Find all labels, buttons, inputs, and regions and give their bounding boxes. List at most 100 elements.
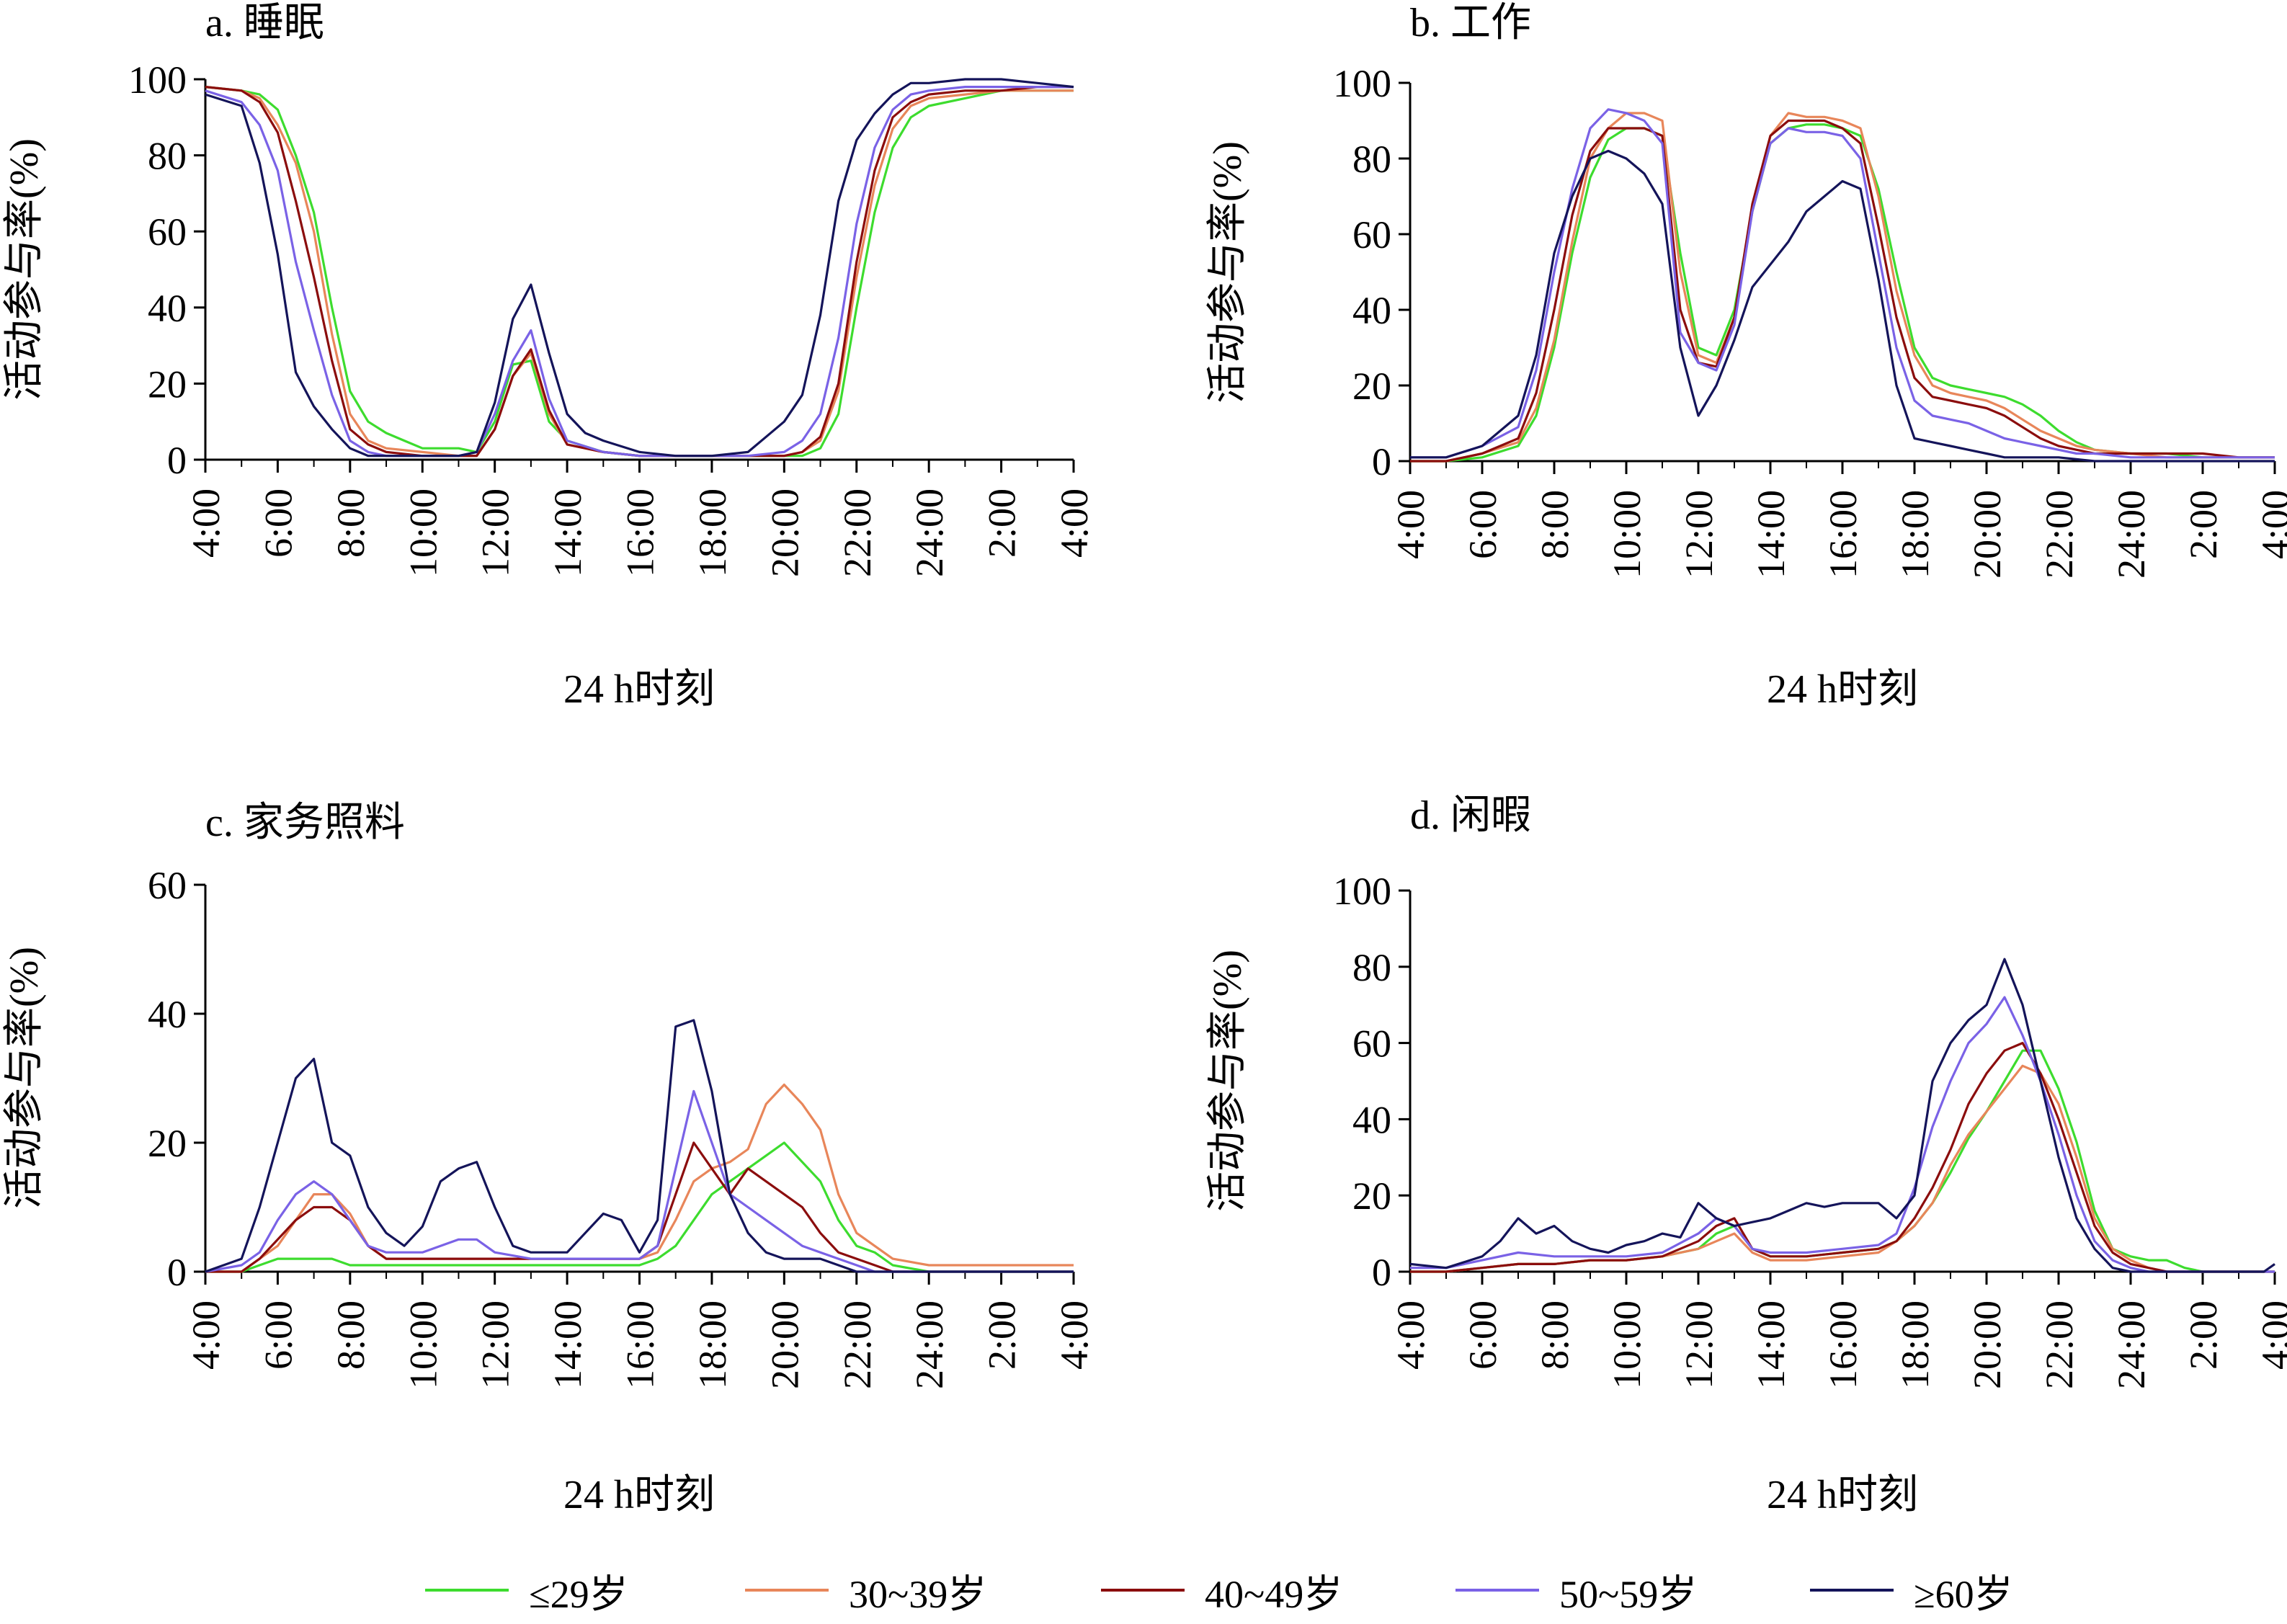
x-tick-label: 14:00 — [1749, 490, 1793, 579]
x-tick-label: 22:00 — [836, 1300, 879, 1389]
x-tick-label: 4:00 — [1389, 1300, 1432, 1370]
x-tick-label: 8:00 — [1533, 1300, 1577, 1370]
x-axis-title: 24 h时刻 — [563, 667, 715, 712]
legend-swatch — [425, 1589, 509, 1592]
x-axis-title: 24 h时刻 — [563, 1473, 715, 1517]
y-axis-title: 活动参与率(%) — [2, 138, 47, 401]
y-tick-label: 0 — [167, 439, 187, 482]
y-tick-label: 60 — [1352, 1022, 1391, 1066]
x-tick-label: 18:00 — [691, 1300, 734, 1389]
panel-leisure: d. 闲暇 活动参与率(%) 24 h时刻 0 20 40 60 80 100 4:00 6:… — [1205, 793, 2287, 1517]
y-tick-label: 40 — [148, 287, 187, 330]
y-tick-label: 20 — [1352, 1174, 1391, 1218]
legend-item-ge60: ≥60岁 — [1810, 1556, 2013, 1624]
y-tick-label: 20 — [1352, 365, 1391, 408]
y-tick-label: 40 — [148, 993, 187, 1036]
x-tick-label: 4:00 — [1389, 490, 1432, 559]
x-tick-label: 8:00 — [329, 1300, 373, 1370]
legend-swatch — [745, 1589, 829, 1592]
x-tick-label: 22:00 — [836, 488, 879, 577]
series-line — [205, 1083, 1074, 1273]
series-line — [1410, 149, 2275, 463]
y-tick-label: 40 — [1352, 289, 1391, 332]
legend-swatch — [1810, 1589, 1894, 1592]
series-line — [1410, 1041, 2275, 1273]
series-line — [205, 1089, 1074, 1273]
x-tick-label: 4:00 — [2254, 490, 2287, 559]
y-tick-label: 80 — [1352, 138, 1391, 181]
x-tick-label: 4:00 — [1053, 488, 1096, 558]
x-tick-label: 4:00 — [184, 488, 228, 558]
y-axis-title: 活动参与率(%) — [2, 947, 47, 1209]
y-tick-label: 20 — [148, 1122, 187, 1165]
y-tick-label: 100 — [1333, 870, 1391, 913]
x-tick-label: 18:00 — [1894, 490, 1937, 579]
x-tick-label: 12:00 — [1677, 1300, 1721, 1389]
panel-title: a. 睡眠 — [205, 1, 324, 45]
legend-label: ≤29岁 — [529, 1572, 628, 1616]
x-tick-label: 6:00 — [1461, 490, 1504, 559]
x-tick-label: 18:00 — [1894, 1300, 1937, 1389]
panel-title: b. 工作 — [1410, 1, 1531, 45]
x-tick-label: 16:00 — [1822, 490, 1865, 579]
series-line — [205, 78, 1074, 458]
panel-housework-care: c. 家务照料 活动参与率(%) 24 h时刻 0 20 40 60 4:00 6:00 8… — [2, 800, 1096, 1517]
panel-title: d. 闲暇 — [1410, 793, 1531, 838]
y-tick-label: 80 — [148, 135, 187, 178]
x-tick-label: 2:00 — [2182, 490, 2225, 559]
x-tick-label: 8:00 — [329, 488, 373, 558]
series-line — [205, 1141, 1074, 1273]
x-tick-label: 10:00 — [401, 1300, 445, 1389]
x-tick-label: 2:00 — [2182, 1300, 2225, 1370]
x-tick-label: 16:00 — [1822, 1300, 1865, 1389]
panel-sleep: a. 睡眠 活动参与率(%) 24 h时刻 0 20 40 60 80 100 4:00 6:… — [2, 1, 1096, 712]
x-tick-label: 22:00 — [2038, 1300, 2081, 1389]
x-tick-label: 8:00 — [1533, 490, 1577, 559]
x-tick-label: 20:00 — [1966, 1300, 2009, 1389]
x-tick-label: 20:00 — [763, 488, 806, 577]
legend-item-30-39: 30~39岁 — [745, 1556, 986, 1624]
y-tick-label: 100 — [1333, 62, 1391, 105]
legend-label: 30~39岁 — [849, 1572, 987, 1616]
legend-label: 50~59岁 — [1559, 1572, 1698, 1616]
y-tick-label: 60 — [148, 210, 187, 254]
series-line — [205, 85, 1074, 458]
y-tick-label: 20 — [148, 362, 187, 406]
panel-work: b. 工作 活动参与率(%) 24 h时刻 0 20 40 60 80 100 4:00 6:… — [1205, 1, 2287, 712]
legend: ≤29岁 30~39岁 40~49岁 50~59岁 ≥60岁 — [0, 1556, 2287, 1624]
x-tick-label: 12:00 — [474, 488, 517, 577]
series-line — [1410, 996, 2275, 1273]
series-line — [1410, 112, 2275, 463]
x-axis-title: 24 h时刻 — [1767, 1473, 1918, 1517]
x-tick-label: 10:00 — [1605, 1300, 1649, 1389]
y-tick-label: 80 — [1352, 946, 1391, 989]
series-line — [205, 85, 1074, 458]
x-tick-label: 12:00 — [1677, 490, 1721, 579]
series-line — [1410, 123, 2275, 463]
legend-swatch — [1455, 1589, 1539, 1592]
y-tick-label: 0 — [1372, 440, 1391, 483]
x-tick-label: 2:00 — [981, 1300, 1024, 1370]
x-tick-label: 24:00 — [908, 488, 951, 577]
x-tick-label: 20:00 — [1966, 490, 2009, 579]
x-tick-label: 12:00 — [474, 1300, 517, 1389]
y-tick-label: 40 — [1352, 1098, 1391, 1141]
x-tick-label: 18:00 — [691, 488, 734, 577]
x-tick-label: 24:00 — [2110, 490, 2153, 579]
series-line — [1410, 1049, 2275, 1273]
legend-label: ≥60岁 — [1914, 1572, 2013, 1616]
x-tick-label: 22:00 — [2038, 490, 2081, 579]
x-tick-label: 20:00 — [763, 1300, 806, 1389]
y-tick-label: 0 — [1372, 1251, 1391, 1294]
x-tick-label: 14:00 — [546, 1300, 589, 1389]
y-tick-label: 60 — [1352, 213, 1391, 256]
legend-label: 40~49岁 — [1205, 1572, 1343, 1616]
series-line — [205, 86, 1074, 458]
x-tick-label: 10:00 — [401, 488, 445, 577]
x-tick-label: 16:00 — [619, 1300, 662, 1389]
y-tick-label: 100 — [128, 58, 187, 102]
y-axis-title: 活动参与率(%) — [1205, 141, 1250, 403]
x-tick-label: 6:00 — [257, 1300, 300, 1370]
x-tick-label: 6:00 — [257, 488, 300, 558]
x-tick-label: 4:00 — [2254, 1300, 2287, 1370]
